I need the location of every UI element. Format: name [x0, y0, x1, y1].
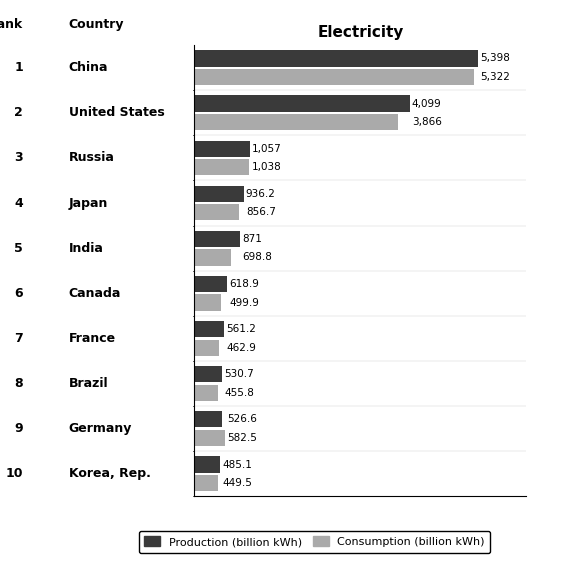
- Text: United States: United States: [69, 106, 164, 120]
- Text: India: India: [69, 241, 104, 255]
- Text: 449.5: 449.5: [222, 478, 252, 488]
- Text: 485.1: 485.1: [222, 460, 252, 469]
- Text: 5,398: 5,398: [480, 54, 510, 63]
- Text: 2: 2: [14, 106, 23, 120]
- Bar: [194, 50, 478, 67]
- Text: 499.9: 499.9: [229, 298, 259, 307]
- Bar: [194, 321, 224, 337]
- Bar: [194, 276, 227, 292]
- Bar: [194, 456, 220, 473]
- Text: China: China: [69, 61, 108, 74]
- Text: 9: 9: [14, 422, 23, 435]
- Text: Japan: Japan: [69, 196, 108, 210]
- Text: Country: Country: [69, 18, 124, 31]
- Text: 1: 1: [14, 61, 23, 74]
- Bar: [194, 140, 250, 157]
- Text: 6: 6: [14, 287, 23, 300]
- Text: Russia: Russia: [69, 151, 114, 165]
- Text: 871: 871: [243, 234, 262, 244]
- Text: 618.9: 618.9: [229, 279, 259, 289]
- Bar: [194, 95, 410, 112]
- Bar: [194, 159, 249, 175]
- Bar: [194, 475, 218, 491]
- Bar: [194, 385, 219, 401]
- Text: 5: 5: [14, 241, 23, 255]
- Text: 455.8: 455.8: [224, 388, 255, 398]
- Text: 1,057: 1,057: [252, 144, 282, 153]
- Bar: [194, 249, 231, 266]
- Text: 8: 8: [14, 377, 23, 390]
- Text: Germany: Germany: [69, 422, 132, 435]
- Text: 856.7: 856.7: [246, 208, 276, 217]
- Text: 936.2: 936.2: [246, 189, 276, 199]
- Text: 4: 4: [14, 196, 23, 210]
- Bar: [194, 114, 398, 130]
- Text: 561.2: 561.2: [226, 324, 256, 334]
- Bar: [194, 366, 223, 382]
- Bar: [194, 294, 221, 311]
- Text: Brazil: Brazil: [69, 377, 108, 390]
- Text: 3,866: 3,866: [412, 117, 442, 127]
- Text: 7: 7: [14, 332, 23, 345]
- Text: 526.6: 526.6: [227, 415, 257, 424]
- Text: Canada: Canada: [69, 287, 121, 300]
- Text: 3: 3: [14, 151, 23, 165]
- Text: 1,038: 1,038: [252, 162, 282, 172]
- Text: 530.7: 530.7: [224, 369, 254, 379]
- Bar: [194, 340, 219, 356]
- Bar: [194, 204, 240, 221]
- Bar: [194, 186, 244, 202]
- Title: Electricity: Electricity: [317, 25, 404, 40]
- Text: 10: 10: [5, 467, 23, 481]
- Text: 698.8: 698.8: [243, 253, 272, 262]
- Legend: Production (billion kWh), Consumption (billion kWh): Production (billion kWh), Consumption (b…: [139, 531, 490, 553]
- Text: 5,322: 5,322: [480, 72, 510, 82]
- Bar: [194, 430, 225, 446]
- Bar: [194, 231, 240, 247]
- Bar: [194, 411, 222, 428]
- Text: 462.9: 462.9: [226, 343, 256, 352]
- Text: 4,099: 4,099: [412, 99, 442, 108]
- Text: France: France: [69, 332, 116, 345]
- Text: Korea, Rep.: Korea, Rep.: [69, 467, 150, 481]
- Text: Rank: Rank: [0, 18, 23, 31]
- Text: 582.5: 582.5: [227, 433, 257, 443]
- Bar: [194, 69, 474, 85]
